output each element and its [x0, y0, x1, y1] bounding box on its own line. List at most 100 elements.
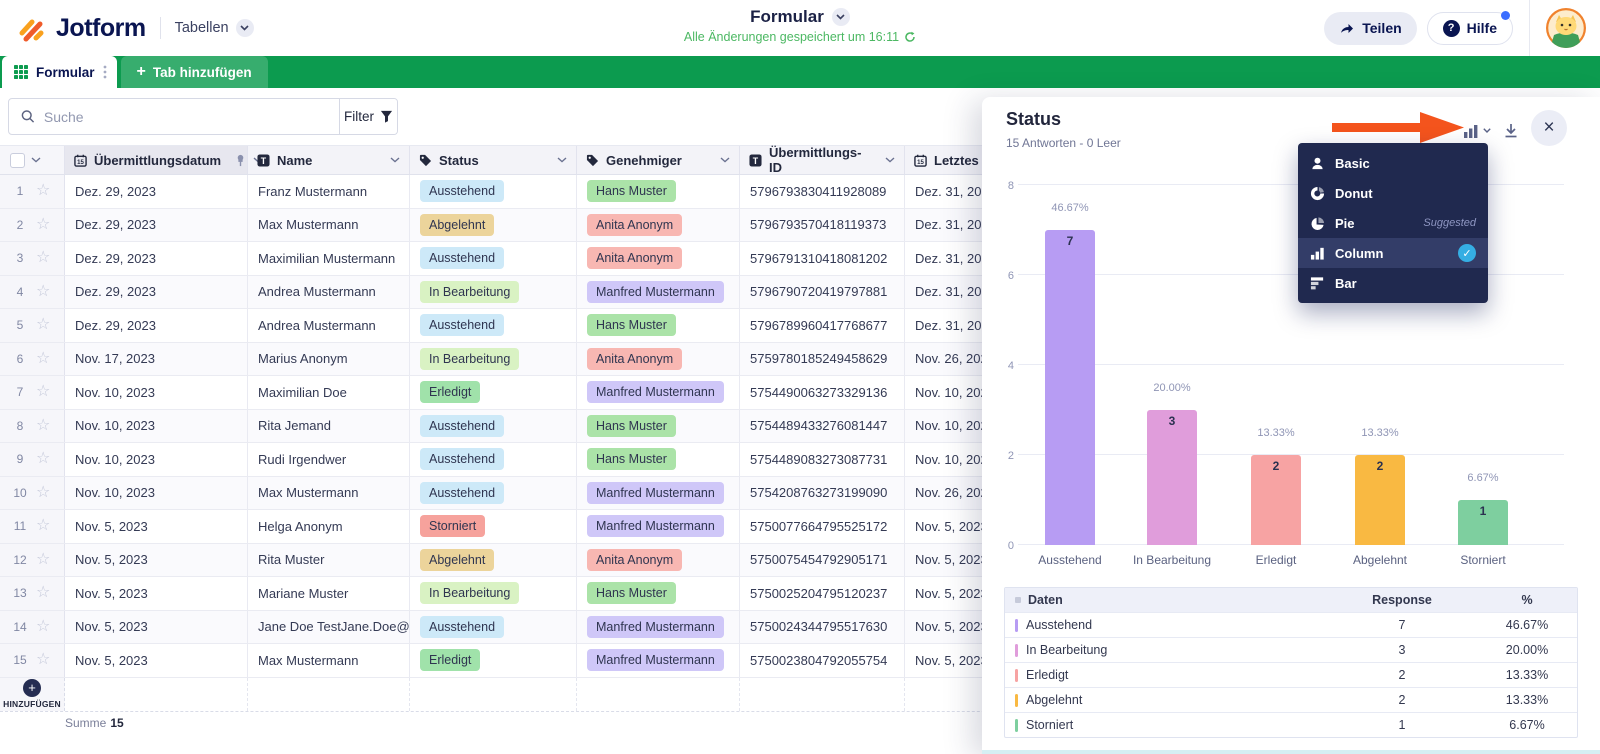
cell-approver[interactable]: Hans Muster [577, 309, 740, 342]
tab-formular[interactable]: Formular [2, 56, 117, 88]
avatar[interactable] [1546, 8, 1586, 48]
menu-item-pie[interactable]: PieSuggested [1298, 208, 1488, 238]
cell-name[interactable]: Max Mustermann [248, 477, 410, 510]
star-icon[interactable]: ☆ [36, 418, 50, 434]
star-icon[interactable]: ☆ [36, 183, 50, 199]
cell-status[interactable]: In Bearbeitung [410, 343, 577, 376]
cell-id[interactable]: 5796790720419797881 [740, 276, 905, 309]
filter-button[interactable]: Filter [339, 99, 397, 134]
cell-approver[interactable]: Anita Anonym [577, 242, 740, 275]
cell-status[interactable]: Abgelehnt [410, 209, 577, 242]
cell-status[interactable]: Ausstehend [410, 410, 577, 443]
cell-name[interactable]: Rita Jemand [248, 410, 410, 443]
close-button[interactable]: × [1531, 110, 1567, 146]
cell-date[interactable]: Nov. 10, 2023 [65, 477, 248, 510]
star-icon[interactable]: ☆ [36, 485, 50, 501]
cell-status[interactable]: Erledigt [410, 644, 577, 677]
column-header--bermittlungs-id[interactable]: TÜbermittlungs-ID [740, 146, 905, 174]
star-icon[interactable]: ☆ [36, 284, 50, 300]
cell-approver[interactable]: Hans Muster [577, 443, 740, 476]
menu-item-donut[interactable]: Donut [1298, 178, 1488, 208]
cell-date[interactable]: Nov. 17, 2023 [65, 343, 248, 376]
cell-status[interactable]: Ausstehend [410, 611, 577, 644]
cell-approver[interactable]: Hans Muster [577, 175, 740, 208]
cell-name[interactable]: Max Mustermann [248, 644, 410, 677]
cell-id[interactable]: 5796791310418081202 [740, 242, 905, 275]
cell-approver[interactable]: Anita Anonym [577, 343, 740, 376]
chevron-down-icon[interactable] [31, 157, 41, 163]
cell-id[interactable]: 5750075454792905171 [740, 544, 905, 577]
chevron-down-icon[interactable] [390, 157, 400, 163]
cell-status[interactable]: In Bearbeitung [410, 276, 577, 309]
cell-date[interactable]: Nov. 5, 2023 [65, 577, 248, 610]
cell-date[interactable]: Dez. 29, 2023 [65, 175, 248, 208]
star-icon[interactable]: ☆ [36, 518, 50, 534]
cell-approver[interactable]: Manfred Mustermann [577, 477, 740, 510]
cell-name[interactable]: Andrea Mustermann [248, 309, 410, 342]
cell-name[interactable]: Maximilian Mustermann [248, 242, 410, 275]
cell-date[interactable]: Nov. 10, 2023 [65, 376, 248, 409]
cell-approver[interactable]: Manfred Mustermann [577, 376, 740, 409]
cell-id[interactable]: 5754489433276081447 [740, 410, 905, 443]
cell-status[interactable]: Ausstehend [410, 175, 577, 208]
chevron-down-icon[interactable] [720, 157, 730, 163]
cell-date[interactable]: Dez. 29, 2023 [65, 309, 248, 342]
cell-id[interactable]: 5754489083273087731 [740, 443, 905, 476]
cell-id[interactable]: 5796793570418119373 [740, 209, 905, 242]
cell-name[interactable]: Mariane Muster [248, 577, 410, 610]
star-icon[interactable]: ☆ [36, 317, 50, 333]
cell-approver[interactable]: Hans Muster [577, 410, 740, 443]
column-header-name[interactable]: TName [248, 146, 410, 174]
star-icon[interactable]: ☆ [36, 585, 50, 601]
cell-date[interactable]: Dez. 29, 2023 [65, 276, 248, 309]
add-entry-button[interactable]: + [23, 679, 41, 697]
cell-date[interactable]: Nov. 10, 2023 [65, 443, 248, 476]
cell-name[interactable]: Marius Anonym [248, 343, 410, 376]
chart-type-button[interactable] [1464, 124, 1491, 138]
cell-date[interactable]: Nov. 5, 2023 [65, 611, 248, 644]
cell-date[interactable]: Dez. 29, 2023 [65, 242, 248, 275]
chevron-down-icon[interactable] [557, 157, 567, 163]
cell-status[interactable]: Abgelehnt [410, 544, 577, 577]
cell-id[interactable]: 5754208763273199090 [740, 477, 905, 510]
cell-date[interactable]: Nov. 5, 2023 [65, 644, 248, 677]
cell-approver[interactable]: Manfred Mustermann [577, 510, 740, 543]
cell-id[interactable]: 5754490063273329136 [740, 376, 905, 409]
star-icon[interactable]: ☆ [36, 217, 50, 233]
menu-item-basic[interactable]: Basic [1298, 148, 1488, 178]
search-input[interactable] [44, 109, 327, 125]
form-title-menu[interactable]: Formular [750, 7, 850, 27]
cell-id[interactable]: 5759780185249458629 [740, 343, 905, 376]
cell-name[interactable]: Andrea Mustermann [248, 276, 410, 309]
menu-item-column[interactable]: Column✓ [1298, 238, 1488, 268]
cell-status[interactable]: Erledigt [410, 376, 577, 409]
add-tab-button[interactable]: + Tab hinzufügen [121, 56, 268, 88]
cell-approver[interactable]: Manfred Mustermann [577, 644, 740, 677]
star-icon[interactable]: ☆ [36, 451, 50, 467]
cell-approver[interactable]: Anita Anonym [577, 209, 740, 242]
cell-name[interactable]: Jane Doe TestJane.Doe@... [248, 611, 410, 644]
star-icon[interactable]: ☆ [36, 619, 50, 635]
cell-name[interactable]: Maximilian Doe [248, 376, 410, 409]
cell-status[interactable]: Ausstehend [410, 242, 577, 275]
cell-approver[interactable]: Anita Anonym [577, 544, 740, 577]
cell-status[interactable]: Ausstehend [410, 443, 577, 476]
cell-status[interactable]: In Bearbeitung [410, 577, 577, 610]
cell-name[interactable]: Rita Muster [248, 544, 410, 577]
select-all-checkbox[interactable] [10, 153, 25, 168]
help-button[interactable]: ? Hilfe [1427, 12, 1513, 45]
cell-date[interactable]: Dez. 29, 2023 [65, 209, 248, 242]
star-icon[interactable]: ☆ [36, 351, 50, 367]
star-icon[interactable]: ☆ [36, 250, 50, 266]
cell-approver[interactable]: Manfred Mustermann [577, 611, 740, 644]
star-icon[interactable]: ☆ [36, 384, 50, 400]
menu-item-bar[interactable]: Bar [1298, 268, 1488, 298]
cell-id[interactable]: 5750025204795120237 [740, 577, 905, 610]
chevron-down-icon[interactable] [885, 157, 895, 163]
download-button[interactable] [1503, 123, 1519, 139]
jotform-logo[interactable]: Jotform [0, 13, 146, 43]
cell-date[interactable]: Nov. 10, 2023 [65, 410, 248, 443]
cell-id[interactable]: 5750023804792055754 [740, 644, 905, 677]
star-icon[interactable]: ☆ [36, 652, 50, 668]
dots-menu-icon[interactable] [103, 65, 107, 79]
